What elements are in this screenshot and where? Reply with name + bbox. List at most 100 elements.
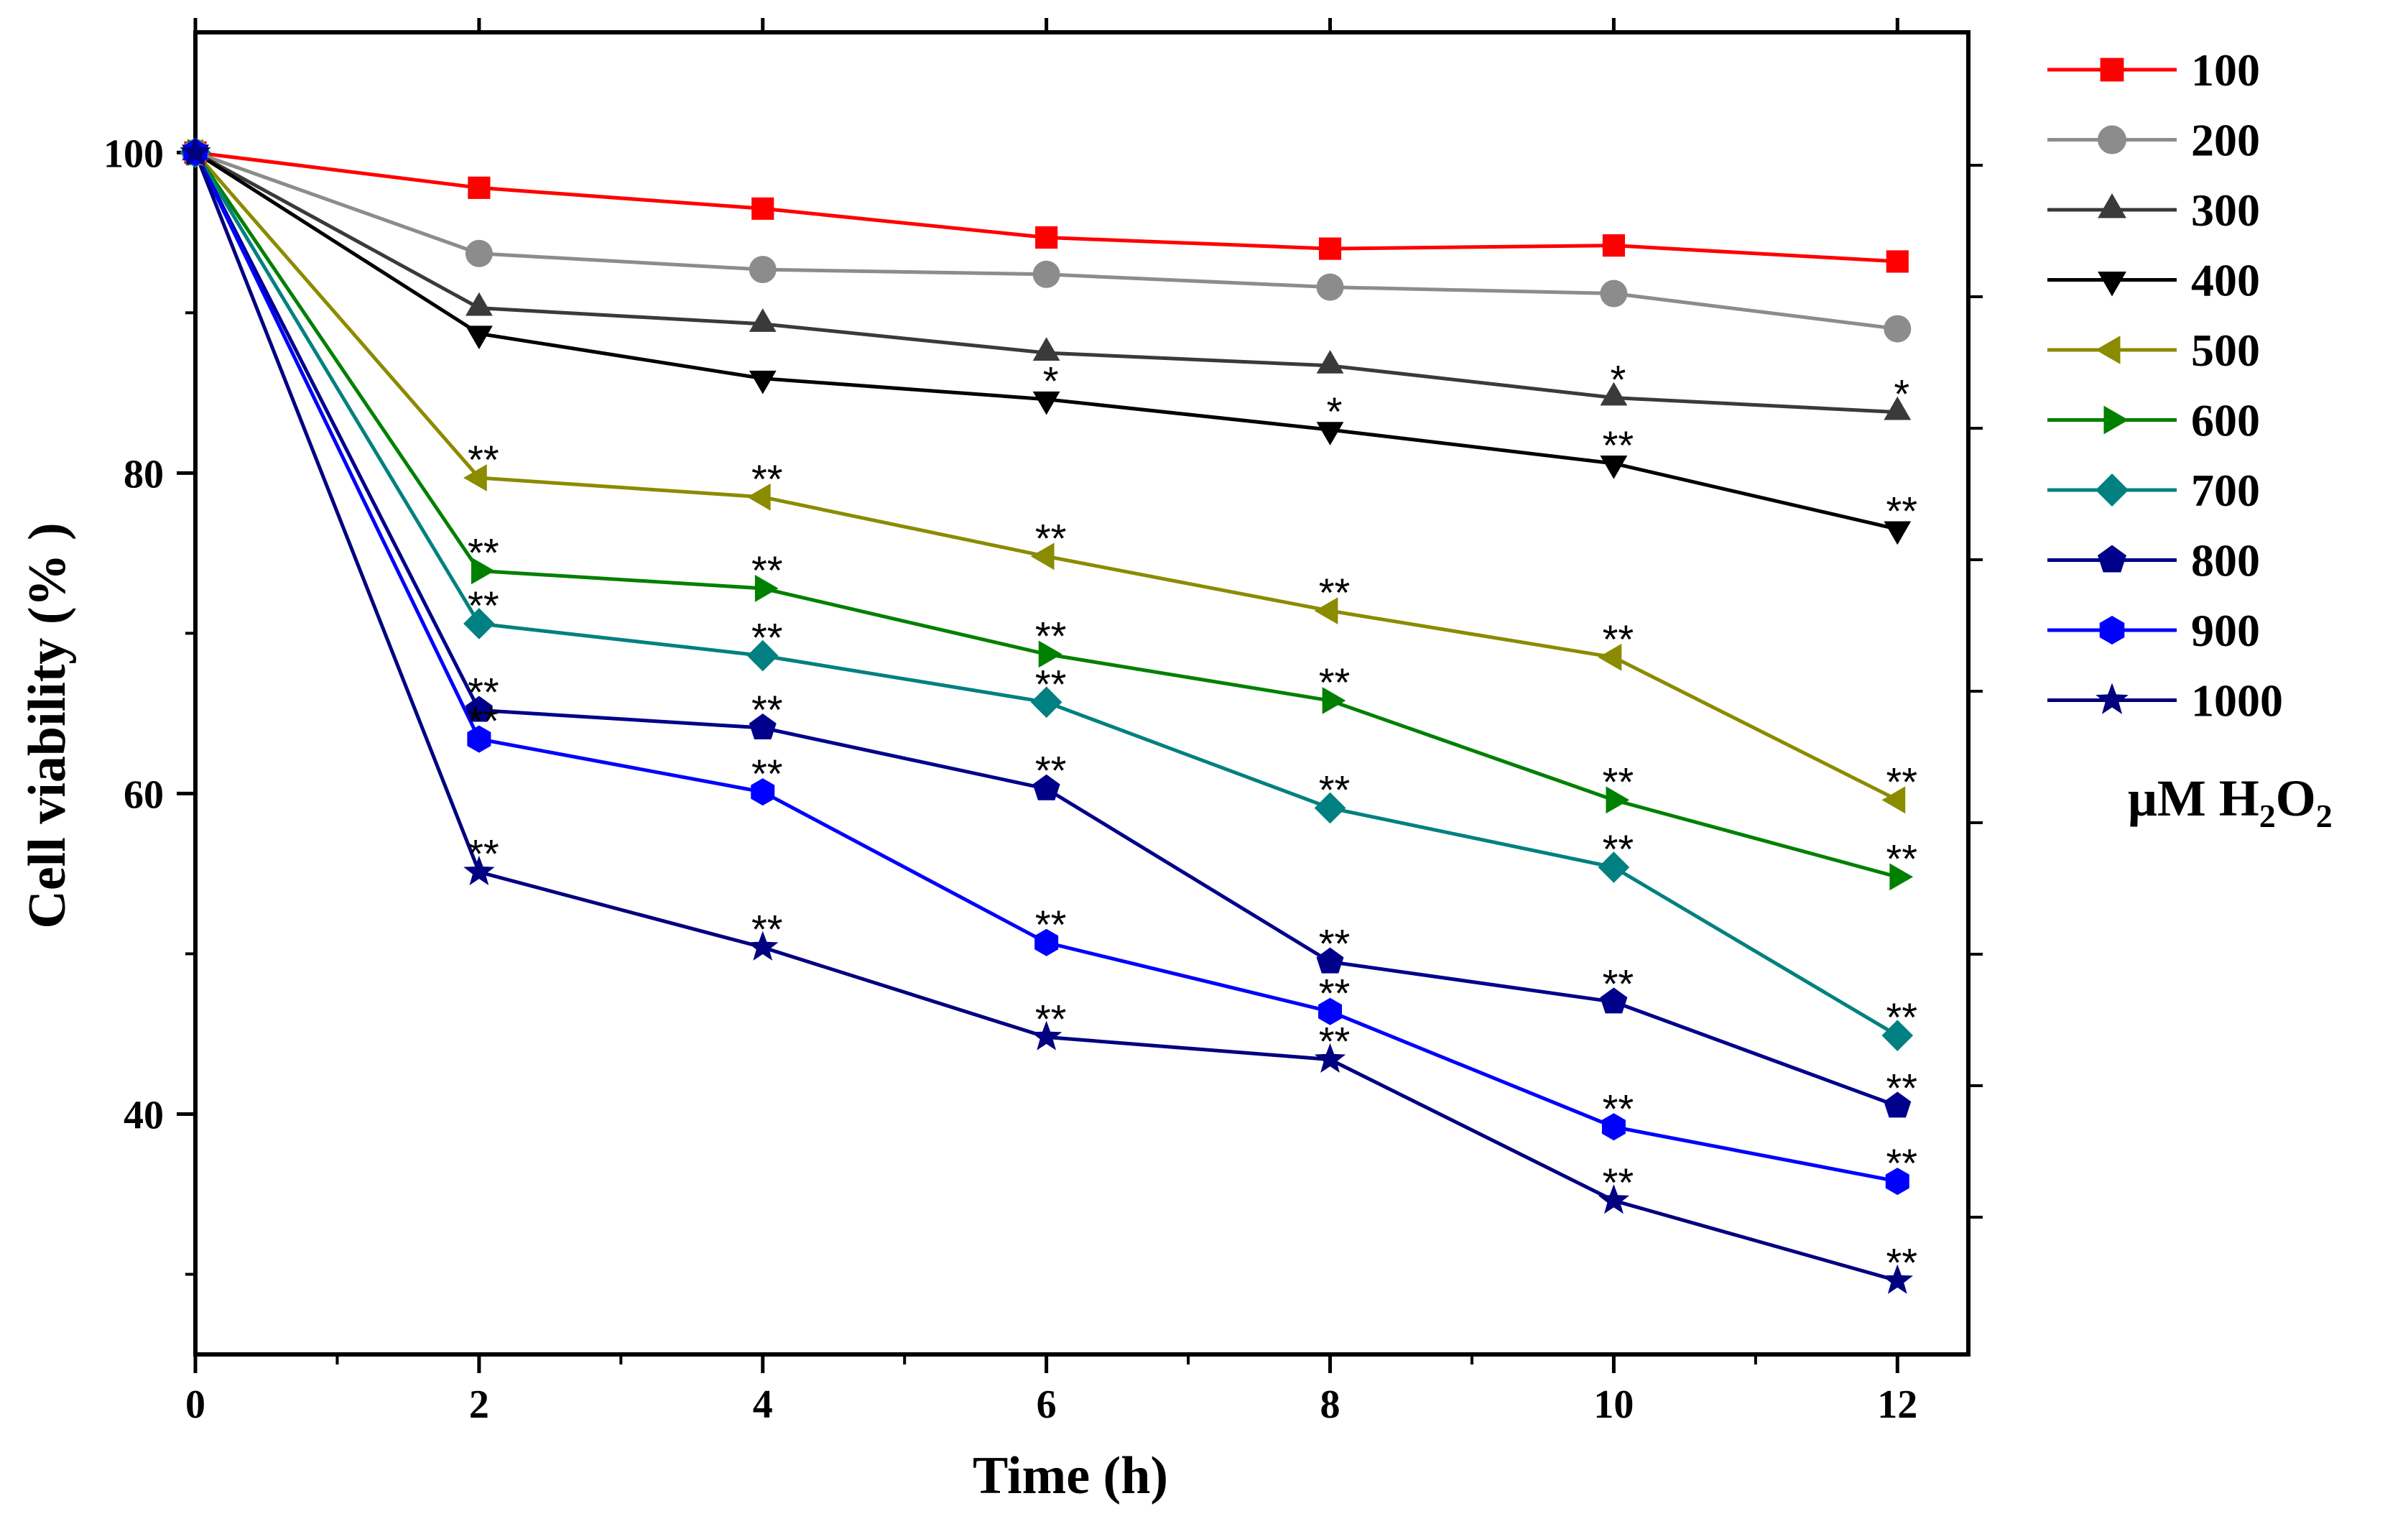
legend-label: 700 xyxy=(2191,465,2260,516)
data-point xyxy=(463,464,487,491)
significance-label: ** xyxy=(751,548,783,593)
data-point xyxy=(463,855,495,886)
data-point xyxy=(471,557,495,585)
data-point xyxy=(467,725,491,753)
significance-label: ** xyxy=(1603,826,1634,872)
y-tick-label: 80 xyxy=(124,452,164,497)
data-point xyxy=(1318,997,1343,1025)
plot-border xyxy=(193,30,1971,1357)
data-point xyxy=(749,256,777,284)
legend-label: 1000 xyxy=(2191,675,2283,726)
significance-label: ** xyxy=(1886,994,1917,1040)
data-point xyxy=(1032,391,1060,415)
significance-label: ** xyxy=(1886,1065,1917,1110)
legend-item-800: 800 xyxy=(2047,535,2260,586)
significance-label: ** xyxy=(1603,422,1634,468)
series-points-800 xyxy=(182,138,1912,1118)
significance-label: ** xyxy=(751,687,783,732)
data-point xyxy=(1598,643,1622,671)
x-tick-label: 10 xyxy=(1593,1382,1634,1427)
significance-label: ** xyxy=(1886,759,1917,804)
data-point xyxy=(1600,382,1628,406)
data-point xyxy=(1032,337,1060,361)
significance-label: * xyxy=(1327,389,1343,434)
series-points-1000 xyxy=(180,136,1913,1294)
legend-swatch-marker xyxy=(2100,57,2124,82)
data-point xyxy=(1316,422,1344,445)
significance-label: ** xyxy=(1035,661,1067,706)
legend-item-600: 600 xyxy=(2047,395,2260,446)
legend-item-1000: 1000 xyxy=(2047,675,2283,726)
significance-label: ** xyxy=(1319,1019,1351,1064)
significance-label: ** xyxy=(751,751,783,796)
series-points-100 xyxy=(184,141,1909,273)
significance-label: ** xyxy=(1603,1086,1634,1131)
data-point xyxy=(1600,987,1628,1014)
data-point xyxy=(1598,1184,1630,1214)
legend-item-300: 300 xyxy=(2047,185,2260,236)
data-point xyxy=(1316,350,1344,374)
significance-label: ** xyxy=(1035,613,1067,658)
x-tick-label: 0 xyxy=(185,1382,205,1427)
significance-label: ** xyxy=(1319,767,1351,812)
series-layer: * ********* ************ ******************… xyxy=(180,136,1917,1294)
significance-label: ** xyxy=(468,698,499,744)
plot-frame xyxy=(193,30,1971,1357)
legend-swatch-marker xyxy=(2098,193,2126,218)
data-point xyxy=(1314,792,1346,824)
data-point xyxy=(1600,456,1628,479)
data-point xyxy=(1601,1113,1626,1141)
significance-label: ** xyxy=(751,456,783,502)
data-point xyxy=(1030,1020,1062,1050)
data-point xyxy=(749,370,777,394)
significance-label: ** xyxy=(468,583,499,628)
y-axis-ticks: 40 60 80 100 xyxy=(103,131,1983,1276)
significance-label: ** xyxy=(1886,488,1917,533)
legend-item-200: 200 xyxy=(2047,115,2260,166)
data-point xyxy=(468,176,491,199)
significance-label: ** xyxy=(1035,748,1067,793)
data-point xyxy=(751,197,774,220)
data-point xyxy=(1035,226,1058,249)
significance-label: ** xyxy=(751,615,783,660)
legend-item-100: 100 xyxy=(2047,45,2260,96)
legend-swatch-marker xyxy=(2096,683,2129,714)
legend-label: 400 xyxy=(2191,255,2260,306)
unit-sub-2a: 2 xyxy=(2259,798,2276,834)
significance-label: * xyxy=(1611,357,1626,402)
y-axis-title: Cell viability (% ) xyxy=(18,522,77,928)
data-point xyxy=(1314,597,1338,625)
legend-label: 900 xyxy=(2191,605,2260,656)
legend-label: 100 xyxy=(2191,45,2260,96)
data-point xyxy=(1034,928,1059,956)
x-tick-label: 4 xyxy=(753,1382,773,1427)
unit-mu-h: μM H xyxy=(2128,770,2259,827)
data-point xyxy=(1038,640,1062,668)
data-point xyxy=(1032,774,1060,800)
legend-label: 300 xyxy=(2191,185,2260,236)
data-point xyxy=(1884,315,1912,343)
x-tick-label: 12 xyxy=(1877,1382,1917,1427)
significance-label: ** xyxy=(468,530,499,575)
y-tick-label: 100 xyxy=(103,131,164,176)
data-point xyxy=(465,292,493,316)
significance-label: ** xyxy=(1319,971,1351,1016)
series-sig-700: ************ xyxy=(468,583,1917,1040)
significance-label: ** xyxy=(1886,836,1917,881)
significance-label: * xyxy=(1043,359,1059,404)
data-point xyxy=(1884,521,1912,545)
data-point xyxy=(1316,947,1344,974)
legend: 100 200 300 400 500 600 700 800 900 1000 xyxy=(2047,45,2283,726)
legend-swatch-marker xyxy=(2096,474,2129,507)
legend-swatch-marker xyxy=(2099,616,2125,645)
significance-label: * xyxy=(1894,371,1909,417)
data-point xyxy=(1606,786,1630,814)
significance-label: ** xyxy=(468,831,499,877)
data-point xyxy=(180,136,211,166)
legend-unit-label: μM H2O2 xyxy=(2128,770,2333,834)
significance-label: ** xyxy=(1603,616,1634,662)
data-point xyxy=(754,575,779,602)
legend-swatch-marker xyxy=(2098,125,2126,154)
significance-label: ** xyxy=(1886,1239,1917,1285)
